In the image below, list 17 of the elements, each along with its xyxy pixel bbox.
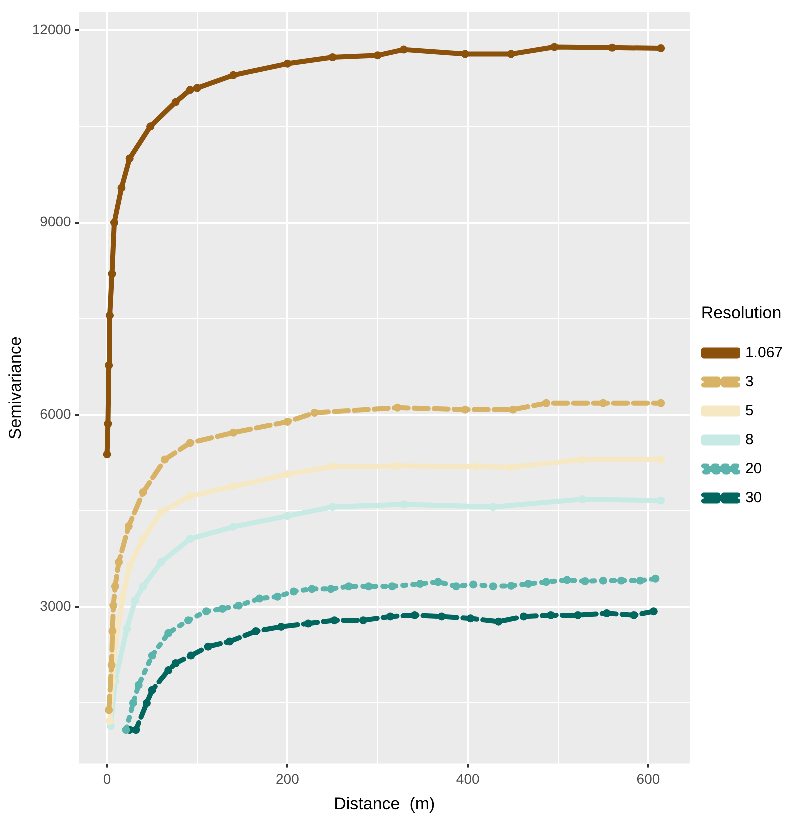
legend-label: 5 [745,402,754,420]
x-tick-label: 400 [456,771,480,788]
legend-label: 8 [745,431,754,448]
legend-label: 1.067 [745,344,784,362]
x-tick-label: 600 [636,771,660,788]
y-tick-label: 12000 [32,21,72,38]
x-tick-label: 0 [103,771,112,788]
x-axis-title: Distance (m) [334,794,436,814]
y-tick-label: 3000 [40,598,72,614]
y-tick-label: 6000 [40,406,72,422]
legend-label: 3 [745,373,754,390]
y-axis-title: Semivariance [6,336,25,440]
legend-title: Resolution [701,303,782,322]
x-tick-label: 200 [276,771,300,788]
y-tick-label: 9000 [40,214,72,230]
legend-label: 20 [745,460,762,478]
legend-label: 30 [745,489,762,506]
